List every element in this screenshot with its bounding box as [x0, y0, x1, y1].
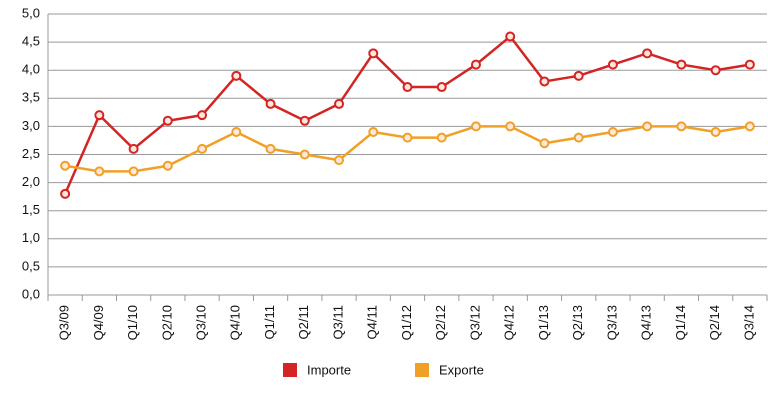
point — [676, 59, 687, 70]
y-tick-label: 3,5 — [22, 90, 40, 105]
x-tick-label: Q2/12 — [433, 305, 448, 340]
point — [470, 121, 481, 132]
point — [334, 98, 345, 109]
point — [539, 76, 550, 87]
point — [94, 166, 105, 177]
y-tick-label: 5,0 — [22, 5, 40, 20]
point — [744, 59, 755, 70]
point — [162, 160, 173, 171]
point — [710, 65, 721, 76]
point — [573, 70, 584, 81]
x-tick-label: Q3/14 — [741, 305, 756, 340]
x-tick-label: Q3/13 — [604, 305, 619, 340]
point — [710, 127, 721, 138]
point — [642, 121, 653, 132]
x-tick-label: Q2/10 — [159, 305, 174, 340]
y-tick-label: 1,5 — [22, 202, 40, 217]
legend-label: Exporte — [439, 362, 484, 377]
point — [128, 143, 139, 154]
legend-label: Importe — [307, 362, 351, 377]
point — [265, 143, 276, 154]
x-tick-label: Q3/10 — [194, 305, 209, 340]
point — [197, 110, 208, 121]
point — [470, 59, 481, 70]
point — [299, 115, 310, 126]
point — [744, 121, 755, 132]
x-tick-label: Q4/10 — [228, 305, 243, 340]
y-tick-label: 4,5 — [22, 34, 40, 49]
point — [368, 127, 379, 138]
point — [676, 121, 687, 132]
point — [402, 132, 413, 143]
point — [607, 59, 618, 70]
x-tick-label: Q3/11 — [330, 305, 345, 339]
y-tick-label: 0,5 — [22, 258, 40, 273]
y-tick-label: 0,0 — [22, 286, 40, 301]
point — [128, 166, 139, 177]
point — [162, 115, 173, 126]
x-tick-label: Q4/13 — [639, 305, 654, 340]
point — [94, 110, 105, 121]
x-tick-label: Q2/14 — [707, 305, 722, 340]
x-tick-label: Q4/09 — [91, 305, 106, 340]
x-tick-label: Q1/14 — [673, 305, 688, 340]
point — [642, 48, 653, 59]
point — [402, 82, 413, 93]
x-tick-label: Q1/13 — [536, 305, 551, 340]
point — [60, 188, 71, 199]
point — [368, 48, 379, 59]
point — [231, 127, 242, 138]
point — [436, 82, 447, 93]
point — [299, 149, 310, 160]
legend-swatch — [415, 363, 429, 377]
point — [197, 143, 208, 154]
y-tick-label: 2,5 — [22, 146, 40, 161]
y-tick-label: 2,0 — [22, 174, 40, 189]
point — [505, 31, 516, 42]
point — [505, 121, 516, 132]
y-tick-label: 1,0 — [22, 230, 40, 245]
x-tick-label: Q1/12 — [399, 305, 414, 340]
point — [231, 70, 242, 81]
legend-swatch — [283, 363, 297, 377]
x-tick-label: Q3/12 — [467, 305, 482, 340]
x-tick-label: Q4/12 — [502, 305, 517, 340]
x-tick-label: Q2/11 — [296, 305, 311, 339]
point — [539, 138, 550, 149]
x-tick-label: Q4/11 — [365, 305, 380, 339]
point — [436, 132, 447, 143]
x-tick-label: Q1/11 — [262, 305, 277, 339]
y-tick-label: 4,0 — [22, 62, 40, 77]
y-tick-label: 3,0 — [22, 118, 40, 133]
point — [573, 132, 584, 143]
point — [265, 98, 276, 109]
x-tick-label: Q1/10 — [125, 305, 140, 340]
point — [60, 160, 71, 171]
point — [607, 127, 618, 138]
point — [334, 155, 345, 166]
x-tick-label: Q2/13 — [570, 305, 585, 340]
x-tick-label: Q3/09 — [57, 305, 72, 340]
